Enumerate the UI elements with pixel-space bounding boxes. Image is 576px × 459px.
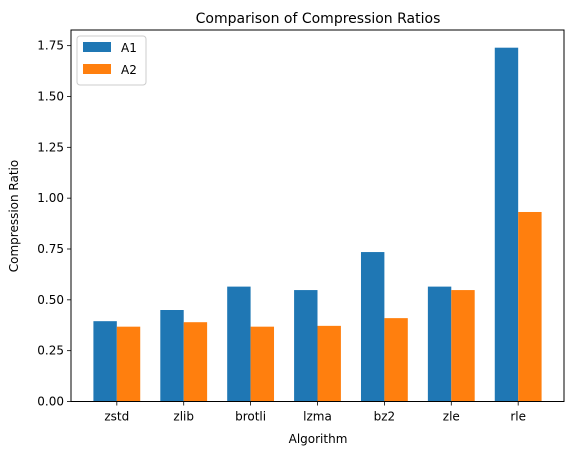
bar-a1-bz2 — [361, 252, 384, 401]
legend-swatch-a1 — [83, 42, 111, 52]
legend-label-a1: A1 — [121, 41, 137, 55]
x-tick-label: bz2 — [374, 410, 396, 424]
bar-a1-brotli — [227, 287, 250, 402]
bar-a1-lzma — [294, 290, 317, 401]
x-axis-ticks: zstd zlib brotli lzma bz2 zle rle — [104, 402, 526, 424]
x-tick-label: zlib — [173, 410, 194, 424]
bar-a2-zle — [451, 290, 474, 401]
bar-a1-zlib — [160, 310, 183, 402]
legend: A1 A2 — [77, 36, 146, 85]
y-tick-label: 0.25 — [37, 344, 64, 358]
bar-a2-zlib — [184, 322, 207, 401]
x-tick-label: rle — [510, 410, 526, 424]
bar-a1-zstd — [93, 321, 116, 401]
y-tick-label: 0.50 — [37, 293, 64, 307]
chart-title: Comparison of Compression Ratios — [196, 11, 441, 27]
bar-a2-lzma — [318, 326, 341, 402]
y-tick-label: 1.75 — [37, 39, 64, 53]
bar-a2-bz2 — [384, 318, 407, 401]
y-tick-label: 1.25 — [37, 140, 64, 154]
x-tick-label: zle — [443, 410, 460, 424]
bar-a1-rle — [495, 48, 518, 402]
bar-a2-zstd — [117, 327, 140, 402]
x-tick-label: zstd — [104, 410, 129, 424]
y-tick-label: 0.00 — [37, 395, 64, 409]
x-tick-label: lzma — [303, 410, 332, 424]
x-axis-label: Algorithm — [289, 432, 348, 446]
bars-group — [93, 48, 541, 402]
y-tick-label: 1.00 — [37, 191, 64, 205]
y-tick-label: 0.75 — [37, 242, 64, 256]
legend-label-a2: A2 — [121, 63, 137, 77]
y-axis-ticks: 0.00 0.25 0.50 0.75 1.00 1.25 1.50 1.75 — [37, 39, 71, 409]
bar-a2-brotli — [251, 327, 274, 402]
bar-a2-rle — [518, 212, 541, 402]
legend-swatch-a2 — [83, 64, 111, 74]
y-axis-label: Compression Ratio — [7, 160, 21, 273]
y-tick-label: 1.50 — [37, 89, 64, 103]
x-tick-label: brotli — [235, 410, 266, 424]
bar-a1-zle — [428, 287, 451, 402]
